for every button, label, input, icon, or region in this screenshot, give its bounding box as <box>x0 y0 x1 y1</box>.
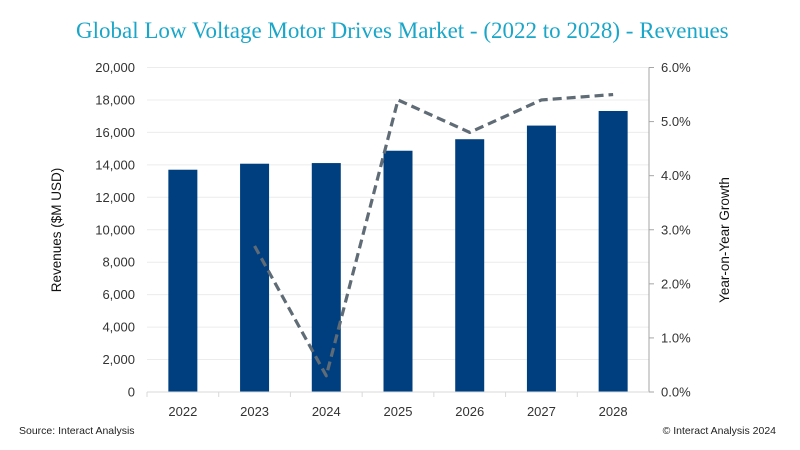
x-tick-label: 2028 <box>599 404 628 419</box>
right-tick-label: 4.0% <box>661 168 691 183</box>
chart-title: Global Low Voltage Motor Drives Market -… <box>76 18 729 43</box>
right-tick-label: 6.0% <box>661 60 691 75</box>
right-tick-label: 0.0% <box>661 385 691 400</box>
source-note: Source: Interact Analysis <box>19 425 135 437</box>
left-tick-label: 18,000 <box>95 92 135 107</box>
left-tick-label: 14,000 <box>95 157 135 172</box>
right-axis-title: Year-on-Year Growth <box>717 177 732 303</box>
left-tick-label: 20,000 <box>95 60 135 75</box>
x-tick-label: 2026 <box>455 404 484 419</box>
bar-2025 <box>383 150 413 392</box>
right-axis: 0.0% 1.0% 2.0% 3.0% 4.0% 5.0% 6.0% <box>648 60 691 400</box>
x-tick-label: 2025 <box>384 404 413 419</box>
growth-line <box>253 92 614 378</box>
right-tick-label: 5.0% <box>661 114 691 129</box>
x-tick-label: 2024 <box>312 404 341 419</box>
left-axis: 0 2,000 4,000 6,000 8,000 10,000 12,000 14,000 1… <box>95 60 135 400</box>
left-tick-label: 16,000 <box>95 125 135 140</box>
bar-series <box>168 110 628 392</box>
right-tick-label: 2.0% <box>661 276 691 291</box>
left-tick-label: 0 <box>128 385 135 400</box>
right-tick-label: 3.0% <box>661 222 691 237</box>
left-tick-label: 2,000 <box>102 352 135 367</box>
left-tick-label: 8,000 <box>102 255 135 270</box>
bar-2028 <box>598 110 628 392</box>
left-tick-label: 4,000 <box>102 320 135 335</box>
right-tick-label: 1.0% <box>661 330 691 345</box>
x-tick-label: 2022 <box>168 404 197 419</box>
x-tick-label: 2027 <box>527 404 556 419</box>
bar-2024 <box>311 163 341 392</box>
left-tick-label: 12,000 <box>95 190 135 205</box>
line-series <box>253 92 614 378</box>
bar-2023 <box>240 163 270 392</box>
bar-2027 <box>526 125 556 392</box>
left-axis-title: Revenues ($M USD) <box>49 168 64 293</box>
x-tick-label: 2023 <box>240 404 269 419</box>
bar-2026 <box>455 139 485 392</box>
copyright-note: © Interact Analysis 2024 <box>662 425 776 437</box>
x-axis: 2022 2023 2024 2025 2026 2027 2028 <box>146 391 649 419</box>
left-tick-label: 10,000 <box>95 222 135 237</box>
bar-2022 <box>168 169 198 392</box>
left-tick-label: 6,000 <box>102 287 135 302</box>
